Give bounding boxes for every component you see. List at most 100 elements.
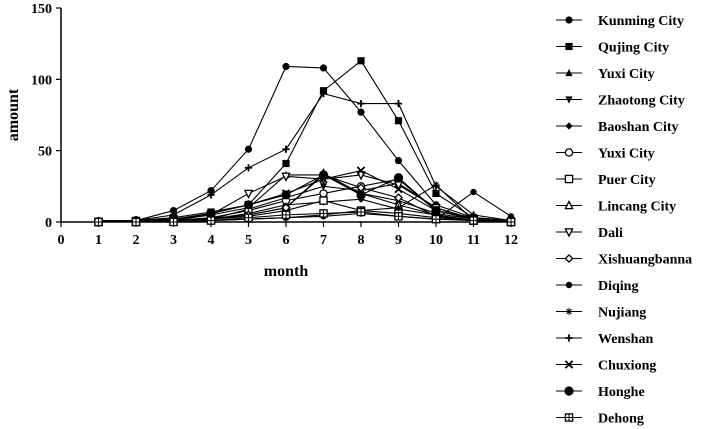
y-tick-label: 150 xyxy=(31,2,52,17)
data-point xyxy=(394,157,403,165)
data-point xyxy=(169,217,178,227)
data-point xyxy=(206,216,216,225)
legend: Kunming City Qujing City Yuxi City Zhaotong… xyxy=(556,14,692,427)
data-point xyxy=(356,166,366,175)
series-line xyxy=(98,65,512,222)
data-point xyxy=(470,188,477,196)
series-line xyxy=(98,59,512,223)
legend-item: Yuxi City xyxy=(556,67,655,82)
legend-marker xyxy=(565,307,573,316)
data-point xyxy=(357,57,365,65)
legend-marker xyxy=(565,42,573,51)
legend-item: Dehong xyxy=(556,412,644,427)
data-point xyxy=(281,172,291,182)
data-point xyxy=(356,190,366,200)
x-tick-label: 2 xyxy=(133,233,140,248)
data-point xyxy=(394,117,403,125)
data-point xyxy=(207,191,215,199)
data-point xyxy=(319,90,328,98)
legend-label: Yuxi City xyxy=(598,147,655,162)
data-point xyxy=(431,214,441,224)
legend-label: Kunming City xyxy=(598,14,684,29)
data-point xyxy=(169,206,178,215)
legend-label: Nujiang xyxy=(598,306,646,321)
series-line xyxy=(98,92,512,222)
x-tick-label: 3 xyxy=(170,233,177,248)
data-point xyxy=(319,196,328,205)
data-point xyxy=(469,216,478,225)
legend-marker xyxy=(564,174,574,184)
y-tick-label: 0 xyxy=(45,216,52,231)
data-point xyxy=(318,170,329,180)
legend-item: Lincang City xyxy=(556,200,676,215)
data-point xyxy=(432,189,440,198)
data-point xyxy=(243,200,254,210)
data-point xyxy=(357,99,365,108)
legend-item: Puer City xyxy=(556,173,656,188)
data-point xyxy=(244,213,253,222)
data-point xyxy=(319,209,328,218)
legend-item: Baoshan City xyxy=(556,120,679,135)
data-point xyxy=(394,184,403,194)
legend-label: Puer City xyxy=(598,173,656,188)
legend-marker xyxy=(565,334,573,342)
legend-marker xyxy=(564,199,574,210)
data-point xyxy=(394,204,403,212)
x-tick-label: 5 xyxy=(245,233,252,248)
data-point xyxy=(432,182,440,190)
legend-marker xyxy=(565,122,573,130)
legend-marker xyxy=(565,16,573,24)
y-tick-label: 100 xyxy=(31,73,52,88)
series-line xyxy=(98,211,512,223)
data-point xyxy=(282,62,290,71)
data-point xyxy=(319,183,328,191)
legend-item: Nujiang xyxy=(556,306,646,321)
data-point xyxy=(281,190,291,200)
legend-label: Baoshan City xyxy=(598,120,679,135)
legend-item: Wenshan xyxy=(556,332,653,347)
legend-item: Qujing City xyxy=(556,41,669,56)
x-tick-label: 12 xyxy=(504,233,518,248)
x-axis-title: month xyxy=(264,263,309,280)
x-tick-label: 10 xyxy=(429,233,443,248)
legend-marker xyxy=(564,228,574,238)
legend-item: Honghe xyxy=(556,385,645,400)
legend-marker xyxy=(565,281,573,289)
legend-marker xyxy=(565,96,573,104)
data-point xyxy=(394,212,403,221)
legend-item: Chuxiong xyxy=(556,359,656,374)
legend-label: Xishuangbanna xyxy=(598,253,692,268)
legend-item: Xishuangbanna xyxy=(556,253,692,268)
legend-label: Zhaotong City xyxy=(598,94,685,109)
legend-label: Qujing City xyxy=(598,41,669,56)
data-point xyxy=(94,217,103,227)
series-16 xyxy=(94,207,516,227)
legend-label: Dehong xyxy=(598,412,644,427)
data-point xyxy=(206,208,216,219)
legend-item: Kunming City xyxy=(556,14,684,29)
legend-label: Chuxiong xyxy=(598,359,656,374)
series-line xyxy=(98,174,512,223)
x-tick-label: 7 xyxy=(320,233,327,248)
legend-label: Lincang City xyxy=(598,200,676,215)
legend-label: Honghe xyxy=(598,385,645,400)
legend-marker xyxy=(564,253,574,264)
series-line xyxy=(98,174,512,223)
x-tick-label: 9 xyxy=(395,233,402,248)
legend-item: Dali xyxy=(556,226,623,241)
data-point xyxy=(319,64,328,72)
legend-marker xyxy=(564,386,574,396)
data-point xyxy=(207,187,215,195)
data-point xyxy=(357,108,365,116)
y-axis-title: amount xyxy=(5,88,22,141)
data-point xyxy=(282,145,290,153)
legend-label: Wenshan xyxy=(598,332,653,347)
y-tick-label: 50 xyxy=(38,145,52,160)
data-point xyxy=(394,99,403,108)
data-point xyxy=(243,189,254,200)
data-point xyxy=(244,145,253,153)
data-point xyxy=(356,207,366,217)
x-tick-label: 11 xyxy=(467,233,480,248)
data-point xyxy=(506,217,516,227)
